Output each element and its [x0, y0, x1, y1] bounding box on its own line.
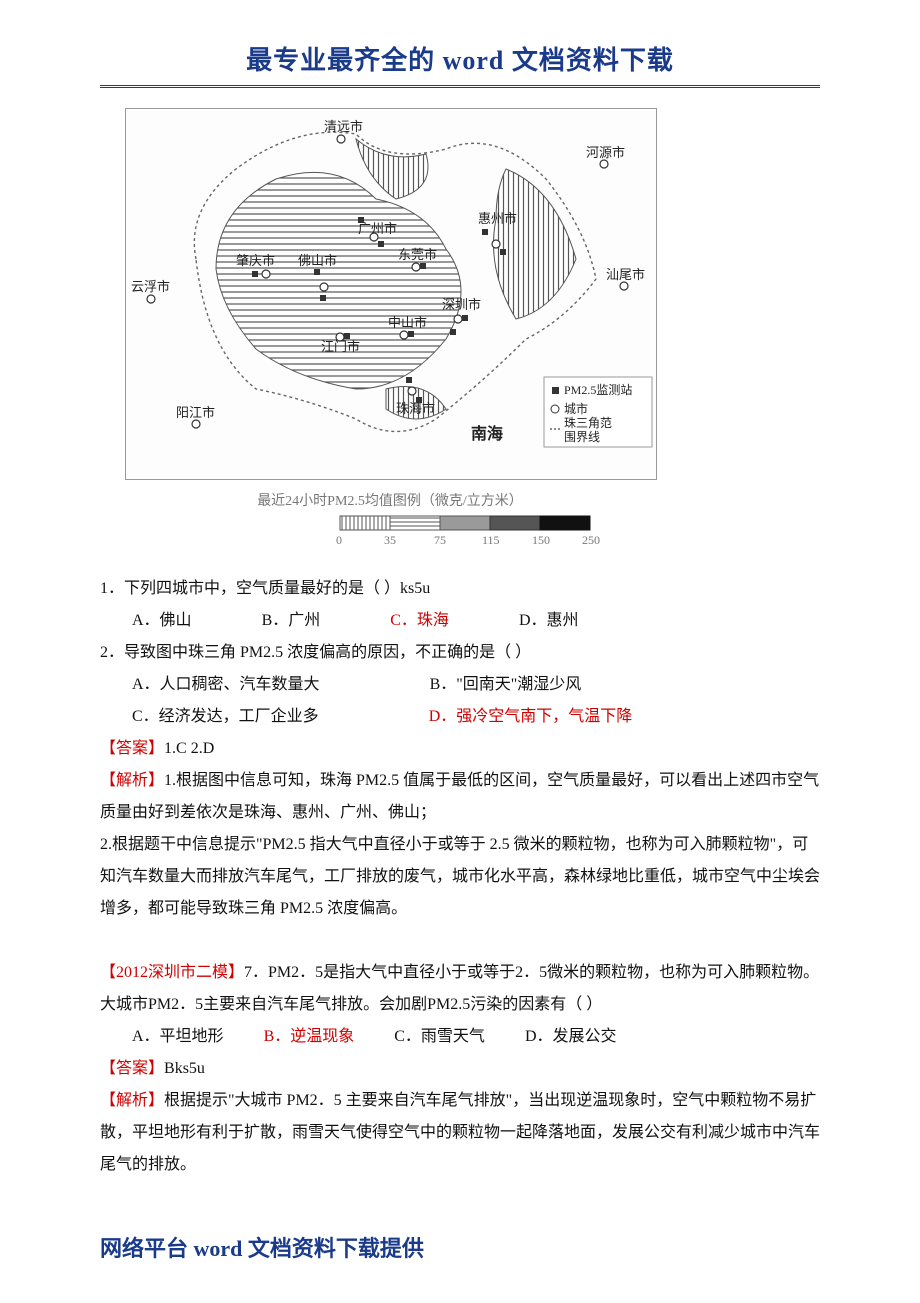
svg-text:惠州市: 惠州市	[478, 211, 517, 226]
q2-stem: 2．导致图中珠三角 PM2.5 浓度偏高的原因，不正确的是（ ）	[100, 637, 820, 669]
svg-text:清远市: 清远市	[324, 119, 363, 134]
exp2-label: 【解析】	[100, 1092, 164, 1109]
svg-text:PM2.5监测站: PM2.5监测站	[564, 383, 632, 397]
svg-text:中山市: 中山市	[388, 315, 427, 330]
q2-opt-b: B．"回南天"潮湿少风	[430, 669, 582, 701]
q2-opt-a: A．人口稠密、汽车数量大	[132, 669, 320, 701]
exp1-label: 【解析】	[100, 772, 164, 789]
answer1-text: 1.C 2.D	[164, 740, 214, 757]
q2-opt-d: D．强冷空气南下，气温下降	[429, 701, 633, 733]
header-divider	[100, 85, 820, 88]
exp1-p1: 1.根据图中信息可知，珠海 PM2.5 值属于最低的区间，空气质量最好，可以看出…	[100, 772, 819, 821]
svg-text:东莞市: 东莞市	[398, 247, 437, 262]
svg-text:75: 75	[434, 533, 446, 547]
svg-text:河源市: 河源市	[586, 145, 625, 160]
legend-scale: 0 35 75 115 150 250	[300, 512, 620, 557]
svg-text:汕尾市: 汕尾市	[606, 267, 645, 282]
svg-text:0: 0	[336, 533, 342, 547]
svg-text:115: 115	[482, 533, 500, 547]
svg-text:佛山市: 佛山市	[298, 253, 337, 268]
q3-opt-d: D．发展公交	[525, 1021, 617, 1053]
svg-text:珠三角范: 珠三角范	[564, 416, 612, 430]
page-footer: 网络平台 word 文档资料下载提供	[100, 1231, 820, 1263]
svg-text:城市: 城市	[564, 401, 588, 416]
svg-text:35: 35	[384, 533, 396, 547]
map-figure: 清远市 河源市 云浮市 汕尾市 阳江市 肇庆市 佛山市 广州市 东莞市 惠州市 …	[125, 108, 657, 480]
q3-opt-b: B．逆温现象	[264, 1021, 355, 1053]
q3-opt-a: A．平坦地形	[132, 1021, 224, 1053]
answer1-label: 【答案】	[100, 740, 164, 757]
svg-text:广州市: 广州市	[358, 221, 397, 236]
zone-mid	[216, 172, 461, 389]
svg-text:珠海市: 珠海市	[396, 401, 435, 416]
svg-text:阳江市: 阳江市	[176, 405, 215, 420]
q1-opt-d: D．惠州	[519, 605, 579, 637]
svg-text:肇庆市: 肇庆市	[236, 253, 275, 268]
map-legend: PM2.5监测站 城市 珠三角范 围界线	[544, 377, 652, 447]
zone-low-1	[356, 139, 428, 199]
q1-opt-b: B．广州	[262, 605, 321, 637]
sea-label: 南海	[471, 424, 503, 443]
q3-opt-c: C．雨雪天气	[394, 1021, 485, 1053]
svg-text:深圳市: 深圳市	[442, 297, 481, 312]
svg-text:江门市: 江门市	[321, 339, 360, 354]
answer2-text: Bks5u	[164, 1060, 205, 1077]
q1-opt-a: A．佛山	[132, 605, 192, 637]
svg-text:250: 250	[582, 533, 600, 547]
page-title: 最专业最齐全的 word 文档资料下载	[246, 46, 674, 75]
legend-caption: 最近24小时PM2.5均值图例（微克/立方米）	[125, 490, 655, 510]
exp1-p2: 2.根据题干中信息提示"PM2.5 指大气中直径小于或等于 2.5 微米的颗粒物…	[100, 829, 820, 925]
svg-text:围界线: 围界线	[564, 430, 600, 444]
svg-text:150: 150	[532, 533, 550, 547]
q3-source: 【2012深圳市二模】	[100, 964, 244, 981]
q2-opt-c: C．经济发达，工厂企业多	[132, 701, 319, 733]
exp2-text: 根据提示"大城市 PM2．5 主要来自汽车尾气排放"，当出现逆温现象时，空气中颗…	[100, 1092, 820, 1173]
answer2-label: 【答案】	[100, 1060, 164, 1077]
svg-text:云浮市: 云浮市	[131, 279, 170, 294]
zone-low-2	[494, 169, 577, 319]
q1-stem: 1．下列四城市中，空气质量最好的是（ ）ks5u	[100, 573, 820, 605]
q1-opt-c: C．珠海	[390, 605, 449, 637]
